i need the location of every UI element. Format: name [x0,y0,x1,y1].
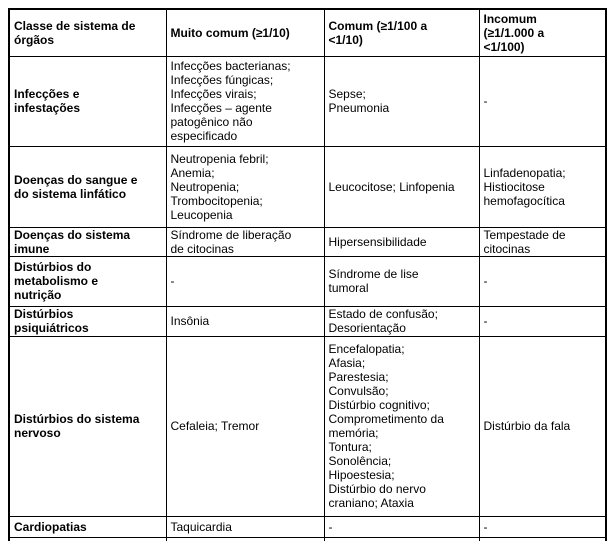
cell-very-common: Infecções bacterianas; Infecções fúngica… [165,55,325,147]
cell-very-common [165,536,325,541]
table-row-psychiatric: Distúrbios psiquiátricos Insônia Estado … [8,305,607,337]
table-row-metabolism-nutrition: Distúrbios do metabolismo e nutrição - S… [8,255,607,307]
cell-very-common: Síndrome de liberação de citocinas [165,226,325,257]
cell-common [323,536,480,541]
cell-uncommon: - [478,255,607,307]
cell-organ-class: Distúrbios psiquiátricos [8,305,167,337]
cell-very-common: Cefaleia; Tremor [165,335,325,517]
table-header-row: Classe de sistema de órgãos Muito comum … [8,8,607,57]
cell-common: Encefalopatia; Afasia; Parestesia; Convu… [323,335,480,517]
cell-organ-class: Distúrbios do metabolismo e nutrição [8,255,167,307]
table-row-blood-lymphatic: Doenças do sangue e do sistema linfático… [8,145,607,228]
col-header-very-common: Muito comum (≥1/10) [165,8,325,57]
table-row-infections: Infecções e infestações Infecções bacter… [8,55,607,147]
table-row-immune-system: Doenças do sistema imune Síndrome de lib… [8,226,607,257]
cell-uncommon: - [478,55,607,147]
cell-common: Leucocitose; Linfopenia [323,145,480,228]
cell-organ-class: Infecções e infestações [8,55,167,147]
cell-uncommon: Distúrbio da fala [478,335,607,517]
cell-common: Hipersensibilidade [323,226,480,257]
cell-uncommon: - [478,305,607,337]
cell-uncommon: - [478,515,607,538]
cell-uncommon: Tempestade de citocinas [478,226,607,257]
cell-common: Sepse; Pneumonia [323,55,480,147]
table-row-cardiac: Cardiopatias Taquicardia - - [8,515,607,538]
cell-organ-class [8,536,167,541]
cell-organ-class: Doenças do sistema imune [8,226,167,257]
cell-organ-class: Distúrbios do sistema nervoso [8,335,167,517]
col-header-common: Comum (≥1/100 a <1/10) [323,8,480,57]
cell-common: Estado de confusão; Desorientação [323,305,480,337]
cell-uncommon: Linfadenopatia; Histiocitose hemofagocít… [478,145,607,228]
cell-common: - [323,515,480,538]
table-row-nervous-system: Distúrbios do sistema nervoso Cefaleia; … [8,335,607,517]
cell-very-common: Insônia [165,305,325,337]
col-header-organ-class: Classe de sistema de órgãos [8,8,167,57]
cell-organ-class: Doenças do sangue e do sistema linfático [8,145,167,228]
table-row-clipped [8,536,607,541]
cell-common: Síndrome de lise tumoral [323,255,480,307]
cell-uncommon [478,536,607,541]
cell-very-common: - [165,255,325,307]
cell-very-common: Neutropenia febril; Anemia; Neutropenia;… [165,145,325,228]
cell-organ-class: Cardiopatias [8,515,167,538]
adverse-reactions-table: Classe de sistema de órgãos Muito comum … [8,8,607,541]
cell-very-common: Taquicardia [165,515,325,538]
col-header-uncommon: Incomum (≥1/1.000 a <1/100) [478,8,607,57]
